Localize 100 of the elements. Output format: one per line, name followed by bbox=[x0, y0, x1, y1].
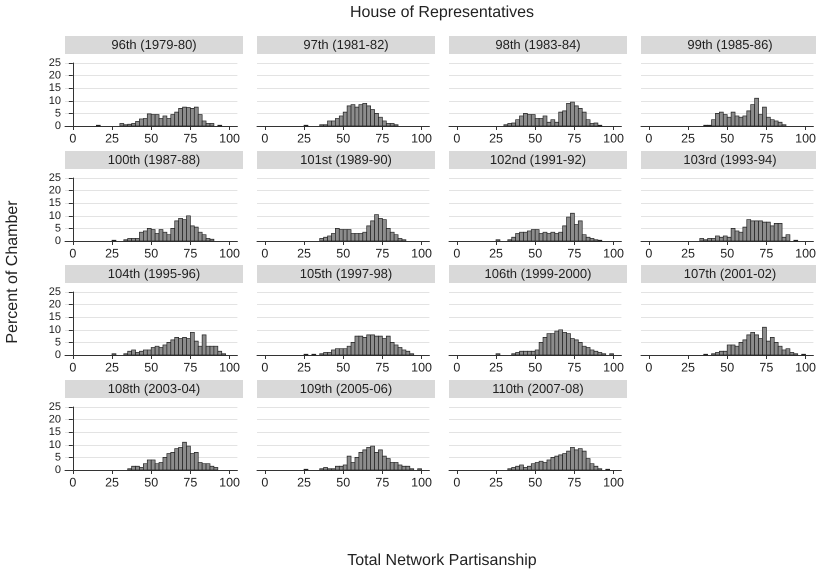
x-tick-label: 50 bbox=[336, 475, 350, 489]
x-tick-label: 75 bbox=[183, 132, 198, 146]
chart-title: 107th (2001-02) bbox=[641, 265, 816, 283]
x-tick-label: 25 bbox=[489, 132, 504, 146]
x-tick-label: 50 bbox=[528, 132, 542, 146]
y-tick-label: 15 bbox=[48, 426, 61, 438]
text: House of Representatives bbox=[348, 4, 536, 22]
chart-title: 100th (1987-88) bbox=[65, 150, 243, 168]
x-tick-label: 50 bbox=[336, 360, 350, 374]
x-tick-label: 25 bbox=[681, 360, 696, 374]
chart-title: 108th (2003-04) bbox=[65, 380, 243, 398]
x-tick-label: 25 bbox=[297, 132, 312, 146]
x-tick-label: 75 bbox=[759, 132, 774, 146]
x-tick-label: 75 bbox=[759, 360, 774, 374]
x-tick-label: 100 bbox=[411, 246, 432, 260]
y-tick-label: 25 bbox=[48, 57, 61, 69]
x-tick-label: 50 bbox=[528, 475, 542, 489]
x-tick-label: 25 bbox=[105, 360, 120, 374]
x-tick-label: 100 bbox=[795, 132, 816, 146]
x-tick-label: 25 bbox=[297, 360, 312, 374]
x-tick-label: 100 bbox=[603, 475, 624, 489]
x-tick-label: 0 bbox=[453, 246, 460, 260]
chart-title: 110th (2007-08) bbox=[449, 380, 627, 398]
x-tick-label: 50 bbox=[720, 132, 734, 146]
y-tick-label: 10 bbox=[48, 209, 61, 222]
y-tick-label: 5 bbox=[54, 450, 61, 463]
y-tick-label: 25 bbox=[48, 172, 61, 184]
x-tick-label: 0 bbox=[69, 246, 76, 260]
y-axis-title: Percent of Chamber bbox=[4, 200, 22, 344]
x-tick-label: 100 bbox=[411, 475, 432, 489]
x-tick-label: 25 bbox=[489, 475, 504, 489]
chart-title: 105th (1997-98) bbox=[257, 265, 435, 283]
x-tick-label: 100 bbox=[411, 132, 432, 146]
x-tick-label: 50 bbox=[144, 360, 158, 374]
x-tick-label: 100 bbox=[795, 360, 816, 374]
chart-title: 97th (1981-82) bbox=[257, 36, 435, 54]
x-tick-label: 25 bbox=[489, 360, 504, 374]
chart-title: 109th (2005-06) bbox=[257, 380, 435, 398]
y-tick-label: 0 bbox=[54, 349, 61, 361]
y-tick-label: 0 bbox=[54, 120, 61, 132]
y-tick-label: 25 bbox=[48, 400, 61, 412]
x-tick-label: 25 bbox=[681, 246, 696, 260]
x-tick-label: 0 bbox=[261, 246, 268, 260]
x-axis-title: Total Network Partisanship bbox=[346, 552, 538, 570]
chart-title: 103rd (1993-94) bbox=[641, 150, 816, 168]
x-tick-label: 0 bbox=[453, 360, 460, 374]
x-tick-label: 0 bbox=[69, 132, 76, 146]
x-tick-label: 0 bbox=[261, 132, 268, 146]
chart-title: 104th (1995-96) bbox=[65, 265, 243, 283]
x-tick-label: 0 bbox=[645, 246, 652, 260]
x-tick-label: 0 bbox=[69, 360, 76, 374]
x-tick-label: 50 bbox=[720, 246, 734, 260]
x-tick-label: 50 bbox=[528, 246, 542, 260]
x-tick-label: 25 bbox=[105, 132, 120, 146]
y-tick-label: 10 bbox=[48, 438, 61, 450]
chart-title: 106th (1999-2000) bbox=[449, 265, 627, 283]
x-tick-label: 75 bbox=[183, 360, 198, 374]
x-tick-label: 100 bbox=[219, 360, 240, 374]
y-tick-label: 20 bbox=[48, 70, 61, 82]
y-tick-label: 20 bbox=[48, 184, 61, 196]
x-tick-label: 100 bbox=[219, 475, 240, 489]
x-tick-label: 100 bbox=[603, 246, 624, 260]
y-tick-label: 15 bbox=[48, 82, 61, 94]
x-tick-label: 100 bbox=[411, 360, 432, 374]
x-tick-label: 75 bbox=[375, 360, 390, 374]
x-tick-label: 50 bbox=[144, 475, 158, 489]
x-tick-label: 75 bbox=[567, 246, 582, 260]
x-tick-label: 75 bbox=[183, 246, 198, 260]
x-tick-label: 0 bbox=[69, 475, 76, 489]
chart-title: 98th (1983-84) bbox=[449, 36, 627, 54]
chart-title: 96th (1979-80) bbox=[65, 36, 243, 54]
chart-title: 101st (1989-90) bbox=[257, 150, 435, 168]
x-tick-label: 0 bbox=[645, 360, 652, 374]
y-tick-label: 0 bbox=[54, 234, 61, 246]
x-tick-label: 0 bbox=[453, 132, 460, 146]
x-tick-label: 100 bbox=[603, 360, 624, 374]
x-tick-label: 75 bbox=[375, 475, 390, 489]
x-tick-label: 75 bbox=[375, 132, 390, 146]
y-tick-label: 25 bbox=[48, 286, 61, 298]
y-tick-label: 20 bbox=[48, 298, 61, 311]
x-tick-label: 75 bbox=[759, 246, 774, 260]
chart-title: 102nd (1991-92) bbox=[449, 150, 627, 168]
x-tick-label: 25 bbox=[297, 475, 312, 489]
y-tick-label: 15 bbox=[48, 196, 61, 209]
y-tick-label: 5 bbox=[54, 336, 61, 348]
x-tick-label: 100 bbox=[603, 132, 624, 146]
x-tick-label: 50 bbox=[144, 132, 158, 146]
x-tick-label: 75 bbox=[375, 246, 390, 260]
x-tick-label: 75 bbox=[183, 475, 198, 489]
chart-title: 99th (1985-86) bbox=[641, 36, 816, 54]
x-tick-label: 0 bbox=[261, 475, 268, 489]
x-tick-label: 50 bbox=[336, 246, 350, 260]
y-tick-label: 0 bbox=[54, 464, 61, 476]
x-tick-label: 0 bbox=[453, 475, 460, 489]
x-tick-label: 75 bbox=[567, 360, 582, 374]
x-tick-label: 100 bbox=[219, 246, 240, 260]
y-tick-label: 10 bbox=[48, 324, 61, 336]
x-tick-label: 50 bbox=[720, 360, 734, 374]
x-tick-label: 0 bbox=[261, 360, 268, 374]
x-tick-label: 25 bbox=[297, 246, 312, 260]
